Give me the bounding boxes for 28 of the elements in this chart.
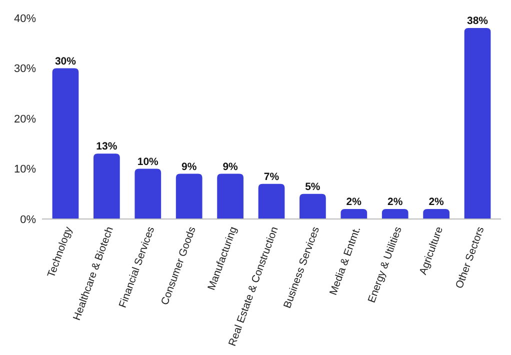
y-tick-label: 20% [14,113,36,126]
y-tick-label: 0% [20,214,36,226]
data-label: 5% [305,180,321,193]
bar [423,208,450,219]
y-tick-label: 10% [14,164,36,176]
bar [300,194,326,219]
data-label: 38% [467,15,489,28]
bar [134,168,162,219]
data-label: 30% [54,55,77,68]
bar [340,208,368,219]
y-tick-label: 40% [14,12,36,25]
data-label: 2% [428,196,445,208]
data-label: 7% [264,170,280,183]
data-label: 2% [388,196,404,208]
data-label: 2% [346,196,362,208]
bar [217,174,244,219]
y-tick-label: 30% [14,63,36,76]
data-label: 13% [96,140,118,153]
x-tick-label: Media & Entmt. [327,225,364,297]
bar [94,154,120,219]
bar [52,68,79,219]
bar [382,208,408,219]
bar [258,184,285,219]
data-label: 9% [222,160,239,173]
bar [464,28,491,219]
data-label: 10% [137,156,160,168]
data-label: 9% [182,160,198,173]
bar [176,174,202,219]
